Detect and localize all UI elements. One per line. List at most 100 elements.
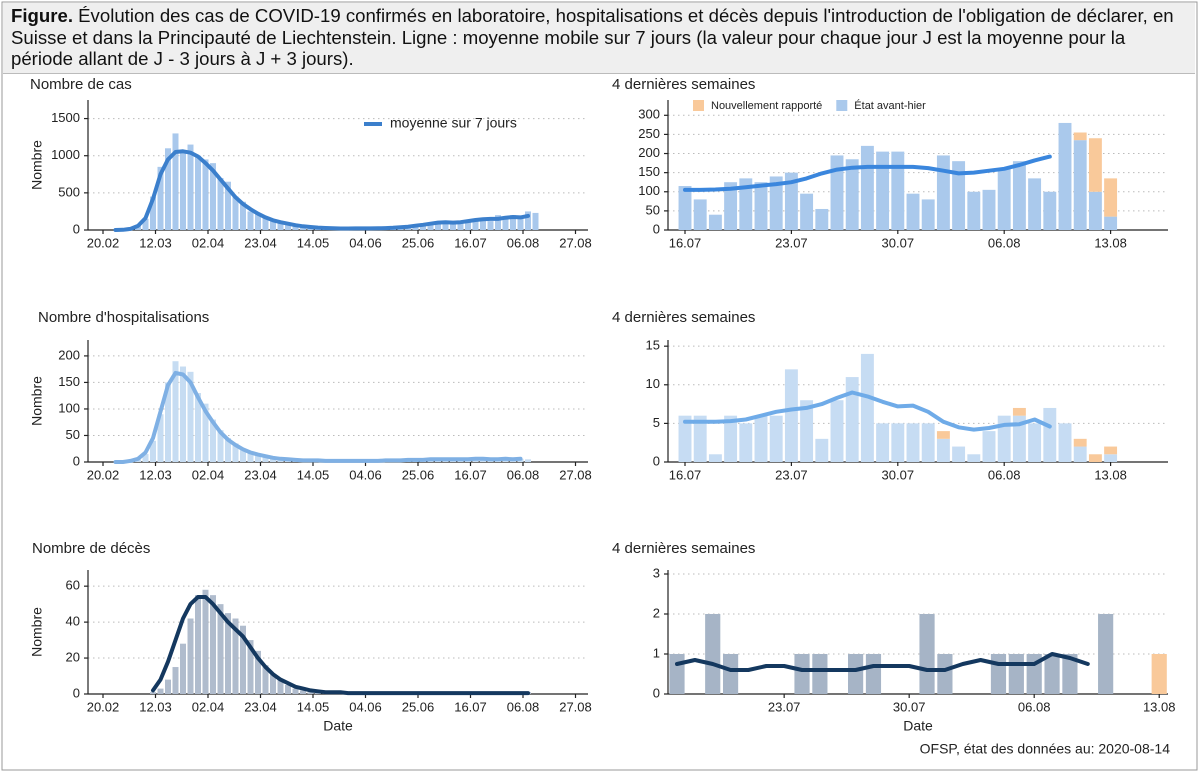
y-axis-label: Nombre	[29, 140, 45, 190]
bar	[876, 151, 890, 230]
line	[113, 149, 530, 232]
y-tick-label: 500	[58, 184, 80, 199]
bar	[465, 220, 471, 230]
x-tick-label: 20.02	[87, 235, 120, 250]
x-tick-label: 25.06	[402, 699, 435, 714]
bar	[952, 446, 966, 462]
bar	[210, 595, 216, 694]
bar	[1073, 438, 1087, 447]
y-tick-label: 0	[653, 685, 660, 700]
x-tick-label: 14.05	[297, 699, 330, 714]
bar	[165, 679, 171, 694]
bar	[921, 199, 935, 230]
line	[683, 154, 1052, 192]
bar	[172, 667, 179, 694]
bar	[217, 604, 224, 694]
x-tick-label: 06.08	[507, 235, 540, 250]
bar	[262, 216, 269, 230]
bar	[722, 654, 739, 694]
y-tick-label: 200	[58, 347, 80, 362]
x-tick-label: 20.02	[87, 467, 120, 482]
bar	[1088, 191, 1102, 230]
x-tick-label: 06.08	[988, 467, 1021, 482]
bar	[495, 215, 501, 230]
bar	[997, 415, 1011, 462]
y-tick-label: 150	[58, 374, 80, 389]
caption-text: Évolution des cas de COVID-19 confirmés …	[11, 5, 1174, 69]
bar	[936, 438, 950, 462]
bar	[240, 625, 246, 694]
x-tick-label: 12.03	[139, 235, 172, 250]
bar	[708, 454, 722, 462]
y-tick-label: 200	[638, 145, 660, 160]
bar	[180, 366, 186, 462]
bar	[442, 222, 449, 230]
bar	[285, 685, 291, 694]
bar	[225, 438, 231, 462]
y-tick-label: 0	[653, 221, 660, 236]
bar	[937, 654, 953, 694]
bar	[952, 161, 966, 230]
bar	[724, 182, 738, 230]
x-tick-label: 25.06	[402, 467, 435, 482]
bar	[1058, 423, 1072, 462]
bar	[865, 654, 882, 694]
bar	[1104, 178, 1118, 217]
bar	[815, 438, 829, 462]
bar	[754, 182, 768, 230]
bar	[967, 191, 981, 230]
bar	[784, 369, 798, 462]
bar	[919, 614, 935, 694]
y-tick-label: 1000	[51, 147, 80, 162]
bar	[517, 217, 524, 230]
bar	[921, 423, 935, 462]
x-tick-label: 06.08	[1018, 699, 1051, 714]
bar	[830, 155, 844, 230]
bar	[876, 423, 890, 462]
y-tick-label: 20	[66, 649, 80, 664]
x-tick-label: 13.08	[1094, 235, 1127, 250]
x-tick-label: 23.04	[244, 699, 277, 714]
bar	[150, 196, 156, 230]
footer: OFSP, état des données au: 2020-08-14	[920, 741, 1171, 757]
x-tick-label: 14.05	[297, 235, 330, 250]
x-tick-label: 23.07	[775, 467, 808, 482]
bar	[693, 199, 707, 230]
bar	[247, 451, 254, 462]
bar	[502, 216, 509, 230]
bar	[705, 614, 721, 694]
bar	[472, 219, 479, 230]
bar	[157, 166, 164, 230]
legend-label: Nouvellement rapporté	[711, 100, 822, 112]
chart-title: 4 dernières semaines	[612, 309, 755, 326]
bar	[195, 595, 201, 694]
x-tick-label: 13.08	[1094, 467, 1127, 482]
bar	[678, 415, 692, 462]
bar	[510, 215, 516, 230]
bar	[202, 159, 209, 230]
bar	[739, 423, 753, 462]
y-tick-label: 2	[653, 605, 660, 620]
bar	[1104, 454, 1118, 462]
bar	[800, 193, 814, 230]
bar	[150, 440, 156, 462]
y-tick-label: 10	[646, 376, 660, 391]
bar	[997, 168, 1011, 230]
y-axis-label: Nombre	[29, 607, 45, 657]
bar	[1104, 446, 1118, 455]
x-tick-label: 06.08	[507, 699, 540, 714]
bar	[225, 181, 231, 230]
bar	[300, 690, 306, 694]
bar	[891, 423, 905, 462]
bar	[830, 400, 844, 462]
x-tick-label: 04.06	[349, 235, 382, 250]
bar	[678, 186, 692, 230]
x-tick-label: 04.06	[349, 699, 382, 714]
bar	[217, 430, 224, 462]
bar	[292, 688, 299, 694]
bar	[1073, 140, 1087, 230]
bar	[217, 178, 224, 230]
bar	[240, 448, 246, 462]
